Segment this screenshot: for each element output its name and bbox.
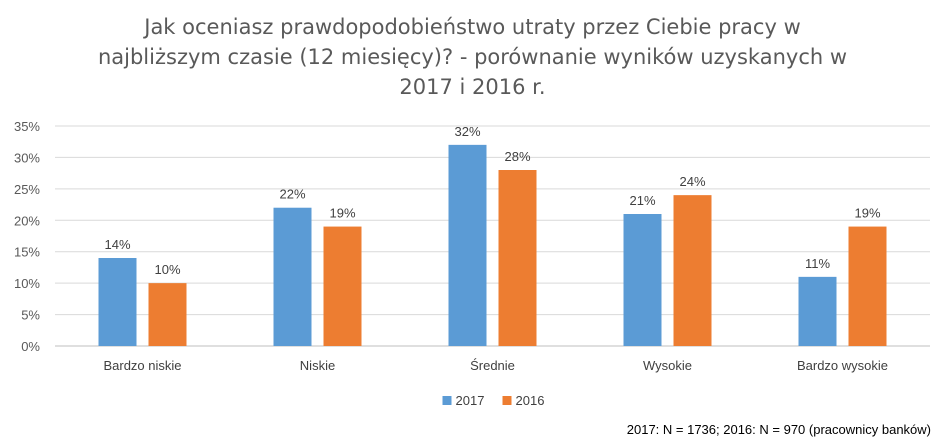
y-tick-label: 0%	[21, 339, 40, 354]
bar-2016	[323, 226, 362, 346]
x-tick-label: Bardzo niskie	[103, 358, 181, 373]
legend-label: 2017	[456, 393, 485, 408]
bar-2017	[448, 144, 487, 346]
legend-swatch-2016	[502, 396, 512, 405]
bar-2017	[623, 214, 662, 346]
chart-title-line-2: najbliższym czasie (12 miesięcy)? - poró…	[97, 45, 848, 69]
data-label: 19%	[854, 206, 880, 221]
bar-2016	[673, 195, 712, 346]
data-label: 32%	[454, 124, 480, 139]
data-label: 10%	[154, 262, 180, 277]
data-label: 28%	[504, 149, 530, 164]
data-label: 22%	[279, 187, 305, 202]
bar-2016	[148, 283, 187, 346]
y-tick-label: 15%	[14, 245, 40, 260]
x-tick-label: Niskie	[300, 358, 335, 373]
y-tick-label: 10%	[14, 276, 40, 291]
y-tick-label: 35%	[14, 119, 40, 134]
chart-title-line-1: Jak oceniasz prawdopodobieństwo utraty p…	[144, 15, 801, 39]
legend-label: 2016	[516, 393, 545, 408]
bar-2016	[498, 170, 537, 346]
x-tick-label: Średnie	[470, 358, 515, 373]
y-tick-label: 30%	[14, 150, 40, 165]
y-tick-label: 5%	[21, 308, 40, 323]
bar-2016	[848, 226, 887, 346]
x-tick-label: Bardzo wysokie	[797, 358, 888, 373]
data-label: 19%	[329, 206, 355, 221]
chart-title-line-3: 2017 i 2016 r.	[399, 75, 546, 99]
legend-swatch-2017	[442, 396, 452, 405]
data-label: 11%	[805, 256, 830, 271]
data-label: 24%	[679, 174, 705, 189]
data-label: 14%	[104, 237, 130, 252]
chart-title: Jak oceniasz prawdopodobieństwo utraty p…	[0, 12, 945, 102]
y-tick-label: 25%	[14, 182, 40, 197]
sample-size-note: 2017: N = 1736; 2016: N = 970 (pracownic…	[626, 422, 931, 437]
x-tick-label: Wysokie	[643, 358, 692, 373]
bar-2017	[273, 207, 312, 346]
data-label: 21%	[629, 193, 655, 208]
y-tick-label: 20%	[14, 213, 40, 228]
bar-2017	[798, 276, 837, 346]
bar-2017	[98, 258, 137, 346]
